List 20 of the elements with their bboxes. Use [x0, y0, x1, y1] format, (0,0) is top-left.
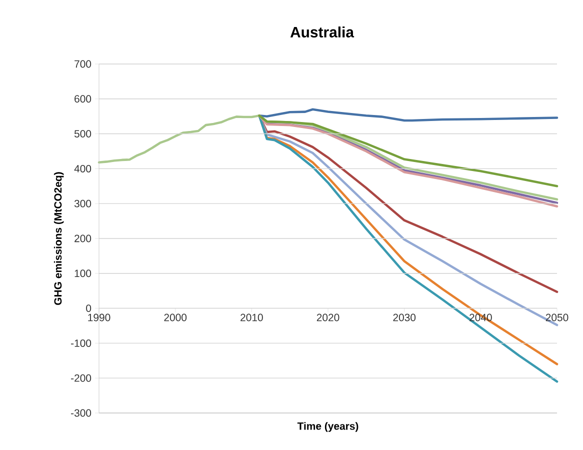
- y-tick-label: 500: [74, 130, 92, 138]
- x-tick-label: 2000: [164, 314, 187, 322]
- y-tick-label: 300: [74, 200, 92, 208]
- chart-title: Australia: [290, 26, 354, 38]
- y-tick-label: 600: [74, 95, 92, 103]
- y-tick-label: 700: [74, 60, 92, 68]
- x-tick-label: 2020: [316, 314, 340, 322]
- y-tick-label: 0: [86, 304, 92, 312]
- y-axis-title: GHG emissions (MtCO2eq): [54, 172, 64, 305]
- y-tick-label: -100: [71, 339, 92, 347]
- x-tick-label: 2030: [393, 314, 416, 322]
- y-tick-label: 400: [74, 164, 92, 172]
- x-axis-title: Time (years): [297, 422, 358, 432]
- x-tick-label: 2050: [546, 314, 568, 322]
- x-tick-label: 2010: [240, 314, 263, 322]
- y-tick-label: 100: [74, 270, 92, 278]
- x-tick-label: 1990: [88, 314, 110, 322]
- y-tick-label: 200: [74, 234, 92, 242]
- y-tick-label: -200: [71, 374, 92, 382]
- y-tick-label: -300: [71, 409, 92, 417]
